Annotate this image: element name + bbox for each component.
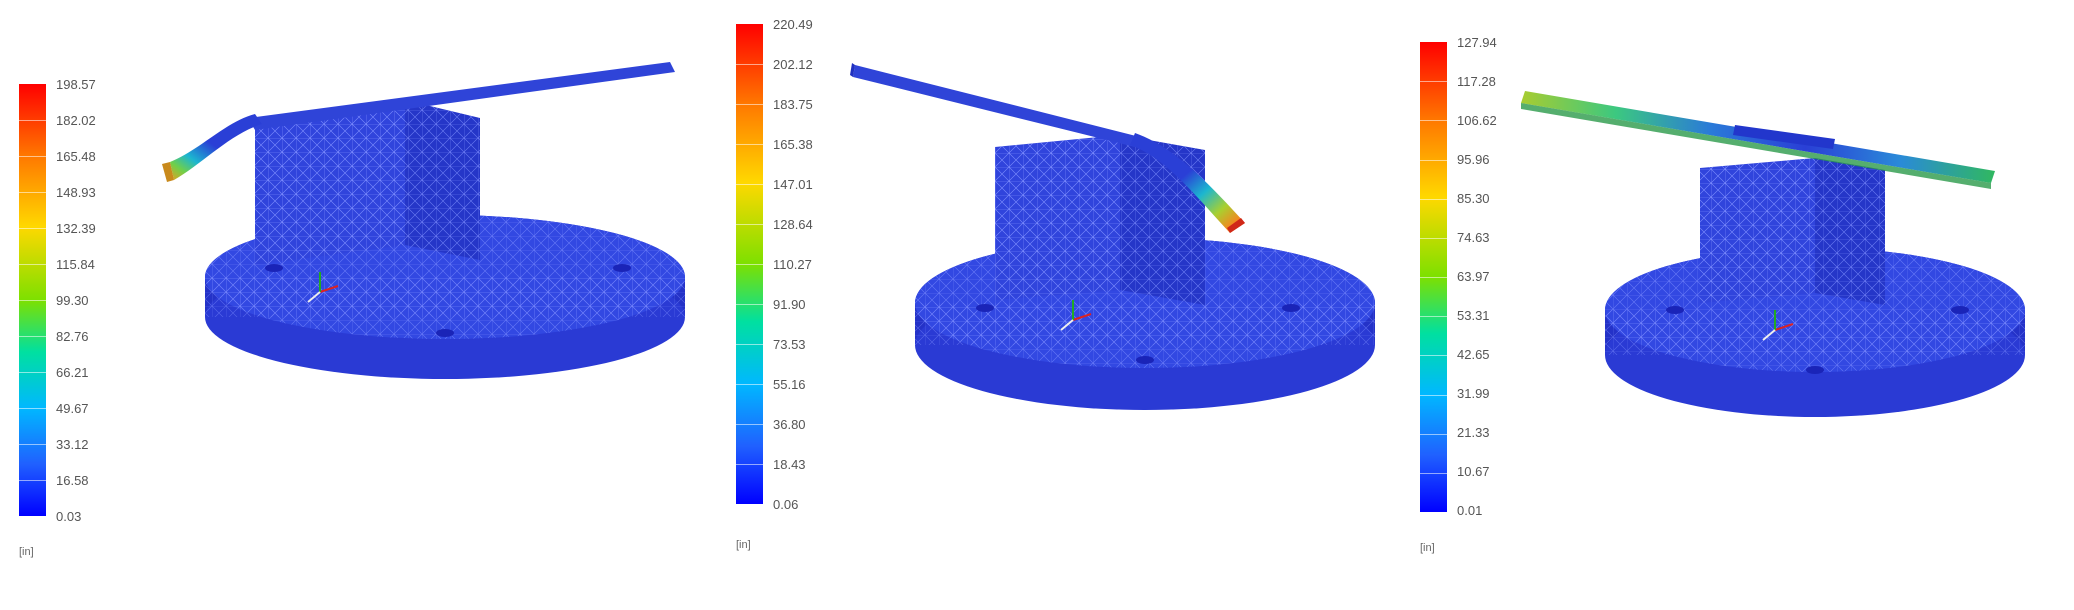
legend-label: 165.48	[56, 149, 96, 164]
coordinate-triad	[307, 272, 339, 303]
legend-tick	[736, 304, 763, 305]
legend-label: 99.30	[56, 293, 89, 308]
support-block	[1700, 158, 1885, 305]
legend-label: 147.01	[773, 177, 813, 192]
legend-label: 198.57	[56, 77, 96, 92]
legend-label: 10.67	[1457, 464, 1490, 479]
legend-tick	[1420, 120, 1447, 122]
fea-model-view-1	[162, 62, 685, 379]
legend-tick	[19, 228, 46, 229]
legend-tick	[1420, 472, 1447, 474]
legend-label: 132.39	[56, 221, 96, 236]
legend-label: 21.33	[1457, 425, 1490, 440]
legend-tick	[19, 408, 46, 409]
legend-label: 63.97	[1457, 269, 1490, 284]
legend-tick	[19, 336, 46, 337]
color-legend-1: 198.57 182.02 165.48 148.93 132.39 115.8…	[19, 78, 139, 564]
fea-model-view-3	[1521, 91, 2025, 417]
legend-label: 36.80	[773, 417, 806, 432]
legend-tick	[736, 264, 763, 265]
deformed-beam	[162, 62, 675, 182]
coordinate-triad	[1762, 310, 1794, 341]
legend-tick	[1420, 237, 1447, 239]
coordinate-triad	[1060, 300, 1092, 331]
legend-label: 0.01	[1457, 503, 1483, 518]
legend-label: 74.63	[1457, 230, 1490, 245]
legend-label: 0.03	[56, 509, 82, 524]
legend-label: 82.76	[56, 329, 89, 344]
legend-label: 220.49	[773, 17, 813, 32]
legend-tick	[1420, 355, 1447, 357]
legend-tick	[1420, 316, 1447, 318]
legend-label: 18.43	[773, 457, 806, 472]
legend-unit: [in]	[19, 546, 34, 558]
result-panel-2: 220.49 202.12 183.75 165.38 147.01 128.6…	[700, 0, 1400, 610]
legend-label: 106.62	[1457, 113, 1497, 128]
legend-tick	[19, 156, 46, 157]
legend-label: 95.96	[1457, 152, 1490, 167]
legend-tick	[19, 372, 46, 373]
legend-tick	[19, 480, 46, 481]
legend-tick	[19, 120, 46, 121]
legend-label: 110.27	[773, 257, 812, 272]
legend-tick	[1420, 277, 1447, 278]
legend-label: 165.38	[773, 137, 813, 152]
legend-tick	[736, 464, 763, 465]
legend-tick	[736, 344, 763, 345]
legend-label: 183.75	[773, 97, 813, 112]
legend-tick	[19, 300, 46, 301]
legend-tick	[19, 444, 46, 445]
legend-tick	[1420, 394, 1447, 396]
legend-label: 53.31	[1457, 308, 1490, 323]
legend-tick	[736, 384, 763, 385]
legend-label: 33.12	[56, 437, 89, 452]
legend-label: 182.02	[56, 113, 96, 128]
legend-label: 148.93	[56, 185, 96, 200]
legend-label: 31.99	[1457, 386, 1490, 401]
deformed-beam	[850, 63, 1245, 233]
legend-label: 115.84	[56, 257, 95, 272]
support-block	[255, 100, 480, 265]
deformed-beam	[1521, 91, 1995, 189]
legend-tick	[19, 264, 46, 265]
legend-label: 85.30	[1457, 191, 1490, 206]
result-panel-3: 127.94 117.28 106.62 95.96 85.30 74.63 6…	[1400, 0, 2074, 610]
legend-tick	[19, 192, 46, 193]
legend-label: 202.12	[773, 57, 813, 72]
color-legend-3: 127.94 117.28 106.62 95.96 85.30 74.63 6…	[1420, 36, 1540, 562]
legend-label: 128.64	[773, 217, 813, 232]
fea-model-view-2	[850, 63, 1375, 410]
legend-label: 66.21	[56, 365, 89, 380]
legend-label: 16.58	[56, 473, 89, 488]
legend-label: 127.94	[1457, 35, 1497, 50]
legend-tick	[736, 224, 763, 225]
result-panel-1: 198.57 182.02 165.48 148.93 132.39 115.8…	[0, 0, 690, 610]
legend-unit: [in]	[736, 539, 751, 551]
color-legend-2: 220.49 202.12 183.75 165.38 147.01 128.6…	[736, 18, 856, 564]
legend-label: 0.06	[773, 497, 799, 512]
legend-tick	[1420, 198, 1447, 200]
legend-tick	[736, 184, 763, 185]
legend-label: 91.90	[773, 297, 806, 312]
legend-tick	[1420, 81, 1447, 83]
legend-tick	[1420, 159, 1447, 161]
legend-label: 49.67	[56, 401, 89, 416]
legend-label: 117.28	[1457, 74, 1496, 89]
legend-tick	[1420, 433, 1447, 435]
legend-tick	[736, 64, 763, 65]
legend-tick	[736, 144, 763, 145]
legend-tick	[736, 104, 763, 105]
legend-unit: [in]	[1420, 542, 1435, 554]
legend-label: 73.53	[773, 337, 806, 352]
legend-label: 42.65	[1457, 347, 1490, 362]
legend-tick	[736, 424, 763, 425]
support-block	[995, 135, 1205, 305]
legend-label: 55.16	[773, 377, 806, 392]
